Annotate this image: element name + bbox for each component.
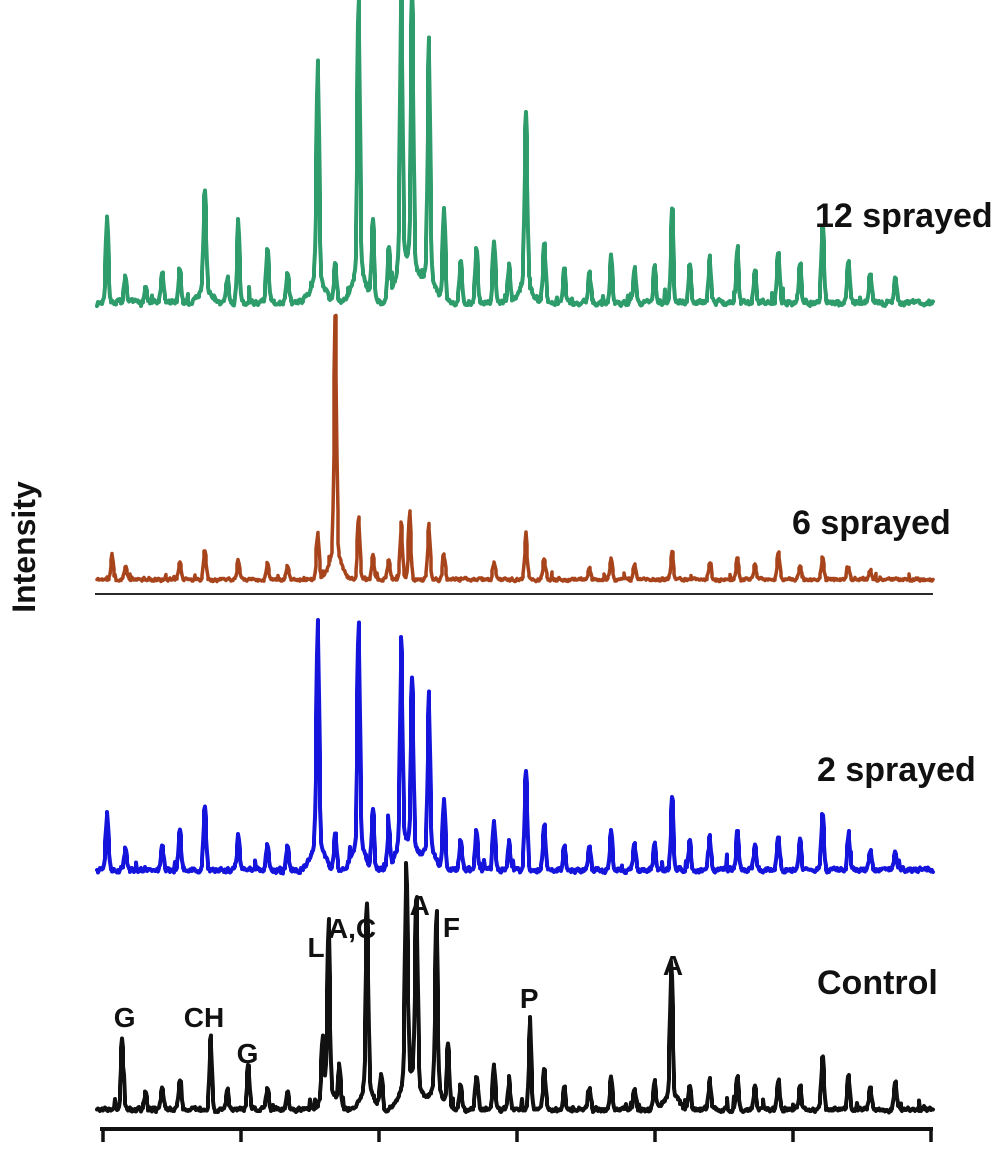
peak-label-a: A — [663, 950, 683, 981]
peak-label-ac: A,C — [328, 913, 376, 944]
trace-6-sprayed — [95, 313, 935, 584]
trace-12-sprayed — [95, 0, 935, 308]
peak-label-f: F — [443, 912, 460, 943]
trace-control — [95, 861, 935, 1115]
series-label-2-sprayed: 2 sprayed — [817, 751, 976, 789]
series-label-12-sprayed: 12 sprayed — [815, 197, 993, 235]
y-axis-label: Intensity — [6, 481, 42, 613]
peak-label-p: P — [520, 983, 539, 1014]
series-label-control: Control — [817, 964, 938, 1002]
trace-2-sprayed — [95, 618, 935, 876]
peak-label-a: A — [410, 890, 430, 921]
peak-label-g: G — [114, 1002, 136, 1033]
peak-label-g: G — [237, 1038, 259, 1069]
peak-label-ch: CH — [184, 1002, 224, 1033]
peak-label-l: L — [307, 932, 324, 963]
series-label-6-sprayed: 6 sprayed — [792, 504, 951, 542]
